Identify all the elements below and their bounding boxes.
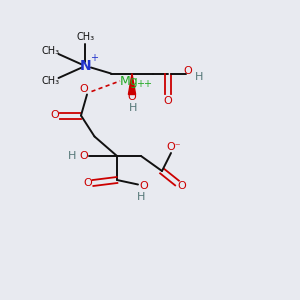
Text: O: O <box>83 178 92 188</box>
Text: H: H <box>68 151 76 161</box>
Text: O: O <box>50 110 59 121</box>
Text: Mg: Mg <box>120 74 138 88</box>
Text: H: H <box>195 71 204 82</box>
Text: +: + <box>91 53 98 64</box>
Text: N: N <box>80 59 91 73</box>
Text: CH₃: CH₃ <box>76 32 94 43</box>
Text: O: O <box>164 95 172 106</box>
Text: O: O <box>139 181 148 191</box>
Text: ++: ++ <box>136 79 152 89</box>
Text: O⁻: O⁻ <box>167 142 181 152</box>
Text: O: O <box>128 92 136 103</box>
Text: O: O <box>177 181 186 191</box>
Text: H: H <box>129 103 138 113</box>
Text: O: O <box>80 84 88 94</box>
Text: CH₃: CH₃ <box>42 46 60 56</box>
Text: CH₃: CH₃ <box>42 76 60 86</box>
Polygon shape <box>128 74 136 94</box>
Text: O: O <box>183 65 192 76</box>
Text: H: H <box>137 191 145 202</box>
Text: O: O <box>80 151 88 161</box>
